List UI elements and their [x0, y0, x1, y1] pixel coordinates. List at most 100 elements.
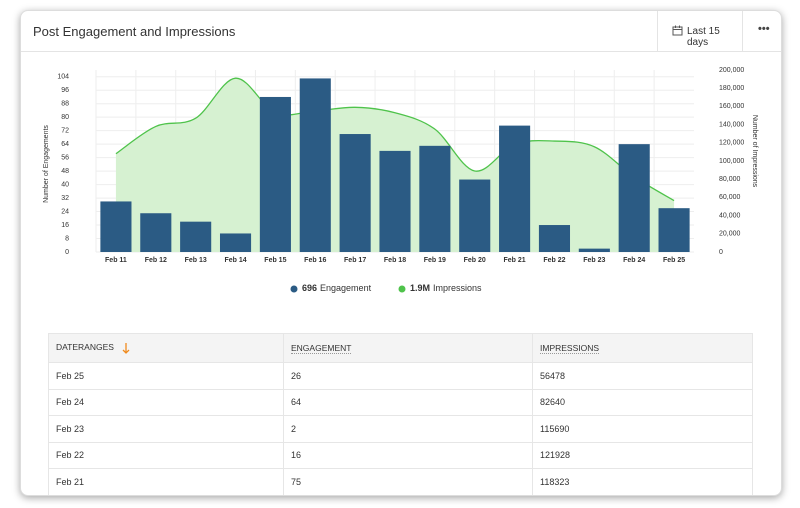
legend-swatch	[398, 285, 406, 293]
y2-tick-label: 100,000	[719, 158, 744, 165]
y2-tick-label: 80,000	[719, 176, 741, 183]
legend-name: Impressions	[433, 283, 482, 293]
y-axis-title: Number of Engagements	[43, 125, 50, 203]
y-tick-label: 96	[61, 87, 69, 94]
column-title: IMPRESSIONS	[540, 343, 600, 354]
x-tick-label: Feb 15	[264, 257, 286, 264]
x-tick-label: Feb 22	[543, 257, 565, 264]
bar	[299, 78, 331, 252]
bar	[259, 96, 291, 253]
widget-card: 0 8 16 24 32 40 48 56 64 72 80 88 96 104 0 20,000 40,000…	[20, 10, 782, 496]
y2-tick-label: 200,000	[719, 67, 744, 74]
bar	[140, 213, 172, 252]
y-tick-label: 40	[61, 181, 69, 188]
bar	[578, 248, 610, 252]
x-tick-label: Feb 11	[105, 257, 127, 264]
table-cell: 2	[283, 415, 533, 443]
bar	[339, 134, 371, 252]
table-cell: Feb 22	[48, 442, 284, 469]
bar	[538, 225, 571, 252]
bar	[100, 201, 132, 252]
y-tick-label: 48	[61, 168, 69, 175]
y2-tick-label: 60,000	[719, 194, 741, 201]
table-cell: 56478	[532, 362, 753, 390]
column-title: DATERANGES	[56, 342, 114, 353]
table-row: Feb 24 64 82640	[48, 389, 753, 416]
bar	[658, 208, 690, 252]
legend-total: 1.9M	[410, 283, 430, 293]
y-tick-label: 32	[61, 195, 69, 202]
column-title: ENGAGEMENT	[291, 343, 352, 354]
y2-tick-label: 0	[719, 249, 723, 256]
y2-tick-label: 180,000	[719, 85, 744, 92]
x-tick-label: Feb 25	[663, 257, 685, 264]
legend-swatch	[290, 285, 298, 293]
impressions-line	[115, 77, 675, 202]
table-cell: 118323	[532, 468, 753, 495]
column-header[interactable]: IMPRESSIONS	[532, 333, 753, 363]
table-cell: 26	[283, 362, 533, 390]
x-tick-label: Feb 18	[384, 257, 406, 264]
legend-total: 696	[302, 283, 317, 293]
x-tick-label: Feb 13	[185, 257, 207, 264]
y-tick-label: 80	[61, 114, 69, 121]
widget-header: Post Engagement and Impressions Last 15 …	[21, 11, 781, 52]
bar	[379, 150, 411, 252]
y-tick-label: 0	[65, 249, 69, 256]
y2-tick-label: 140,000	[719, 121, 744, 128]
date-range-label: Last 15 days	[687, 26, 720, 48]
y2-tick-label: 40,000	[719, 212, 741, 219]
table-row: Feb 23 2 115690	[48, 415, 753, 443]
table-cell: 115690	[532, 415, 753, 443]
table-cell: Feb 23	[48, 415, 284, 443]
table-cell: Feb 25	[48, 362, 284, 390]
table-row: Feb 21 75 118323	[48, 468, 753, 495]
legend-item[interactable]: 696 Engagement	[290, 283, 372, 293]
bar	[419, 145, 451, 252]
y-tick-label: 56	[61, 154, 69, 161]
widget-title: Post Engagement and Impressions	[33, 24, 236, 39]
date-range-button[interactable]: Last 15 days	[657, 11, 743, 51]
legend-label: 696 Engagement	[302, 283, 372, 293]
bar	[499, 125, 531, 252]
y-tick-label: 16	[61, 222, 69, 229]
legend-name: Engagement	[320, 283, 372, 293]
table-cell: 64	[283, 389, 533, 416]
x-tick-label: Feb 16	[304, 257, 326, 264]
x-tick-label: Feb 24	[623, 257, 645, 264]
sort-icon	[122, 342, 130, 354]
y-tick-label: 88	[61, 101, 69, 108]
y2-tick-label: 160,000	[719, 103, 744, 110]
x-tick-label: Feb 12	[145, 257, 167, 264]
table-cell: 121928	[532, 442, 753, 469]
table-cell: 16	[283, 442, 533, 469]
y2-axis-title: Number of Impressions	[751, 115, 758, 188]
y2-tick-label: 120,000	[719, 140, 744, 147]
calendar-icon	[672, 25, 683, 36]
table-row: Feb 22 16 121928	[48, 442, 753, 469]
legend-label: 1.9M Impressions	[410, 283, 482, 293]
bar	[459, 179, 491, 252]
chart: 0 8 16 24 32 40 48 56 64 72 80 88 96 104 0 20,000 40,000…	[43, 67, 758, 294]
column-header[interactable]: DATERANGES	[48, 333, 284, 363]
table-cell: 75	[283, 468, 533, 495]
x-tick-label: Feb 20	[464, 257, 486, 264]
y-tick-label: 8	[65, 235, 69, 242]
bar	[219, 233, 252, 252]
column-header[interactable]: ENGAGEMENT	[283, 333, 533, 363]
y-tick-label: 64	[61, 141, 69, 148]
bar	[180, 221, 212, 252]
data-table: DATERANGES ENGAGEMENT IMPRESSIONS Feb 25…	[48, 333, 753, 495]
y-tick-label: 24	[61, 208, 69, 215]
bar	[618, 144, 650, 252]
table-row: Feb 25 26 56478	[48, 362, 753, 390]
x-tick-label: Feb 23	[583, 257, 605, 264]
x-tick-label: Feb 21	[504, 257, 526, 264]
more-menu[interactable]: •••	[758, 23, 770, 35]
y2-tick-label: 20,000	[719, 231, 741, 238]
y-tick-label: 104	[57, 74, 69, 81]
legend-item[interactable]: 1.9M Impressions	[398, 283, 483, 293]
table-cell: Feb 21	[48, 468, 284, 495]
x-tick-label: Feb 17	[344, 257, 366, 264]
